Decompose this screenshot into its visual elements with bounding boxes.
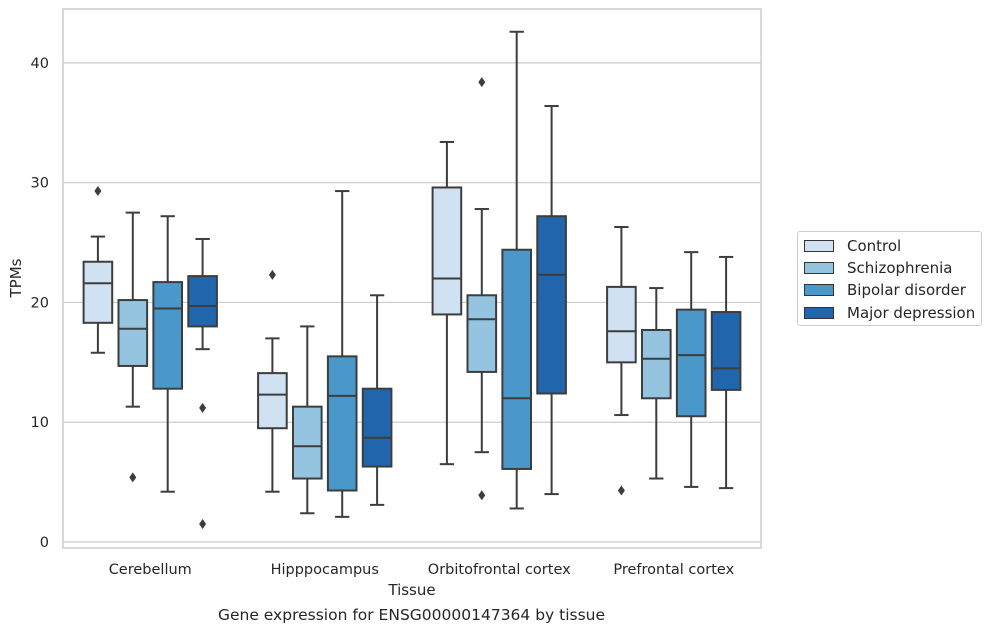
box-iqr <box>152 281 184 390</box>
series-schizophrenia <box>117 77 672 515</box>
y-tick-label: 40 <box>31 56 49 72</box>
box-iqr <box>187 275 218 328</box>
box-prefrontal-cortex <box>675 251 707 488</box>
box-iqr <box>117 299 149 367</box>
box-cerebellum <box>152 215 184 493</box>
y-axis-label: TPMs <box>7 258 25 298</box>
legend-item-major-depression: Major depression <box>804 303 975 323</box>
series-control <box>82 140 637 496</box>
box-hipppocampus <box>326 190 358 518</box>
box-iqr <box>710 311 742 391</box>
box-iqr <box>257 372 288 430</box>
x-tick-label: Orbitofrontal cortex <box>428 562 571 578</box>
figure-caption: Gene expression for ENSG00000147364 by t… <box>217 606 606 624</box>
x-tick-label: Hipppocampus <box>271 562 379 578</box>
outlier-point <box>129 472 137 483</box>
legend-swatch <box>804 284 834 296</box>
y-axis-ticks: 0 10 20 30 40 <box>31 56 49 551</box>
legend-label: Control <box>847 237 902 255</box>
outlier-point <box>268 269 276 280</box>
box-hipppocampus <box>361 294 393 506</box>
x-tick-label: Cerebellum <box>109 562 192 578</box>
box-iqr <box>326 355 358 492</box>
box-orbitofrontal-cortex <box>431 140 463 466</box>
outlier-point <box>478 490 486 501</box>
legend-label: Major depression <box>847 304 976 322</box>
box-iqr <box>82 260 114 324</box>
box-iqr <box>606 285 637 364</box>
y-tick-label: 30 <box>31 176 49 192</box>
box-orbitofrontal-cortex <box>466 77 498 501</box>
box-cerebellum <box>117 211 149 483</box>
outlier-point <box>617 485 625 496</box>
legend-item-schizophrenia: Schizophrenia <box>804 258 952 278</box>
box-prefrontal-cortex <box>606 225 637 496</box>
legend-swatch <box>804 262 834 274</box>
box-iqr <box>466 294 498 373</box>
box-cerebellum <box>187 237 218 530</box>
plot-area <box>62 8 762 549</box>
box-iqr <box>536 215 567 395</box>
box-iqr <box>501 248 533 470</box>
outlier-point <box>94 186 102 197</box>
y-tick-label: 20 <box>31 295 49 311</box>
box-hipppocampus <box>257 269 288 493</box>
series-bipolar-disorder <box>152 30 707 518</box>
legend-label: Schizophrenia <box>847 259 953 277</box>
box-iqr <box>291 405 323 480</box>
box-prefrontal-cortex <box>710 255 742 490</box>
legend-swatch <box>804 240 834 252</box>
series-major-depression <box>187 105 742 530</box>
legend-label: Bipolar disorder <box>847 281 966 299</box>
box-series <box>82 30 742 530</box>
box-iqr <box>431 186 463 316</box>
y-tick-label: 10 <box>31 415 49 431</box>
box-orbitofrontal-cortex <box>536 105 567 496</box>
box-iqr <box>640 329 672 400</box>
box-prefrontal-cortex <box>640 287 672 480</box>
legend: Control Schizophrenia Bipolar disorder M… <box>797 231 982 326</box>
x-axis-ticks: Cerebellum Hipppocampus Orbitofrontal cort… <box>109 562 735 578</box>
box-iqr <box>361 387 393 468</box>
x-axis-label: Tissue <box>387 581 435 599</box>
box-cerebellum <box>82 186 114 354</box>
outlier-point <box>478 77 486 88</box>
box-hipppocampus <box>291 325 323 515</box>
x-tick-label: Prefrontal cortex <box>613 562 734 578</box>
y-tick-label: 0 <box>40 535 49 551</box>
legend-swatch <box>804 307 834 319</box>
legend-item-bipolar-disorder: Bipolar disorder <box>804 280 966 300</box>
legend-item-control: Control <box>804 236 901 256</box>
box-orbitofrontal-cortex <box>501 30 533 510</box>
outlier-point <box>199 402 207 413</box>
box-iqr <box>675 308 707 418</box>
outlier-point <box>199 519 207 530</box>
